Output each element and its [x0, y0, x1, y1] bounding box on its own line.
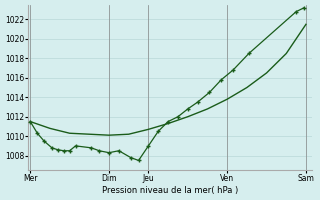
X-axis label: Pression niveau de la mer( hPa ): Pression niveau de la mer( hPa )	[102, 186, 238, 195]
